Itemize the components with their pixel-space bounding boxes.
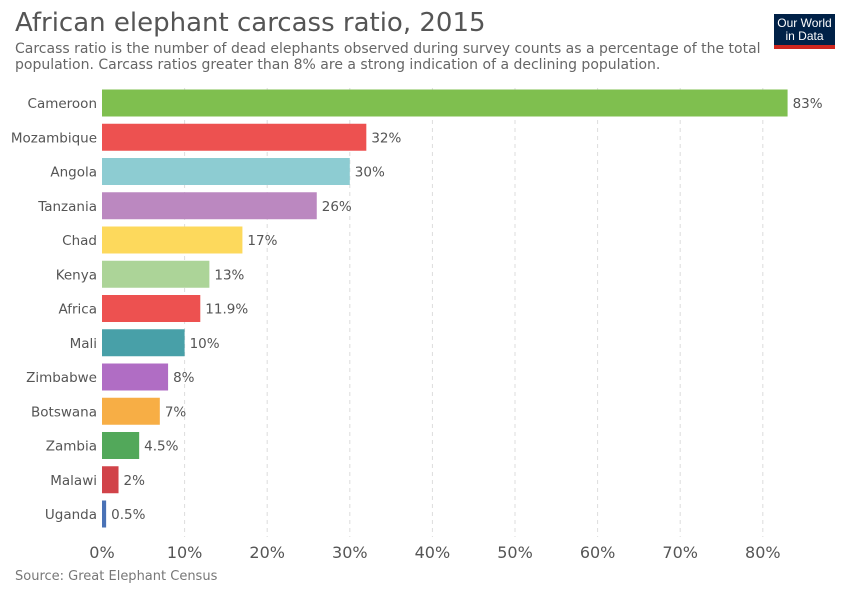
owid-logo[interactable]: Our World in Data — [774, 14, 835, 49]
category-label: Africa — [58, 302, 97, 318]
x-tick-label: 80% — [745, 543, 781, 562]
bar[interactable] — [102, 158, 350, 185]
category-label: Cameroon — [28, 96, 97, 112]
category-label: Uganda — [45, 507, 97, 523]
bar[interactable] — [102, 123, 367, 151]
category-label: Angola — [50, 165, 97, 181]
x-tick-label: 30% — [332, 543, 368, 562]
value-label: 11.9% — [205, 302, 248, 318]
value-label: 13% — [214, 267, 244, 283]
category-label: Tanzania — [37, 199, 97, 215]
bar[interactable] — [102, 260, 210, 288]
gridlines — [184, 88, 764, 537]
logo-line-1: Our World — [777, 16, 832, 30]
category-label: Botswana — [31, 404, 97, 420]
value-labels: 83% 32% 30% 26% 17% 13% 11.9% 10% 8% 7% 4.5% 2% 0.5% — [111, 96, 823, 523]
category-label: Kenya — [56, 267, 97, 283]
bar[interactable] — [102, 432, 140, 459]
bar[interactable] — [102, 226, 243, 254]
x-tick-label: 40% — [415, 543, 451, 562]
bar[interactable] — [102, 192, 317, 220]
bar[interactable] — [102, 89, 788, 117]
bar[interactable] — [102, 329, 185, 357]
value-label: 30% — [355, 165, 385, 181]
x-tick-labels: 0% 10% 20% 30% 40% 50% 60% 70% 80% — [89, 543, 780, 562]
logo-line-2: in Data — [785, 29, 824, 43]
chart-subtitle: Carcass ratio is the number of dead elep… — [15, 41, 761, 73]
bar[interactable] — [102, 363, 169, 391]
value-label: 8% — [173, 370, 195, 386]
value-label: 32% — [371, 130, 401, 146]
bars — [102, 89, 788, 528]
bar[interactable] — [102, 295, 201, 322]
value-label: 10% — [190, 336, 220, 352]
value-label: 83% — [793, 96, 823, 112]
bar[interactable] — [102, 397, 160, 425]
value-label: 0.5% — [111, 507, 145, 523]
x-tick-label: 50% — [497, 543, 533, 562]
category-label: Mozambique — [11, 130, 97, 146]
value-label: 7% — [165, 404, 187, 420]
chart-title: African elephant carcass ratio, 2015 — [15, 8, 486, 38]
bar[interactable] — [102, 466, 119, 494]
x-tick-label: 60% — [580, 543, 616, 562]
category-label: Zambia — [46, 439, 97, 455]
x-tick-label: 70% — [662, 543, 698, 562]
category-labels: Cameroon Mozambique Angola Tanzania Chad Keny… — [11, 96, 97, 523]
x-tick-label: 20% — [249, 543, 285, 562]
category-label: Chad — [62, 233, 97, 249]
x-tick-label: 10% — [167, 543, 203, 562]
category-label: Malawi — [50, 473, 97, 489]
value-label: 4.5% — [144, 439, 178, 455]
value-label: 17% — [247, 233, 277, 249]
value-label: 2% — [124, 473, 146, 489]
bar[interactable] — [102, 500, 107, 528]
source-note: Source: Great Elephant Census — [15, 569, 218, 584]
category-label: Mali — [70, 336, 97, 352]
value-label: 26% — [322, 199, 352, 215]
x-tick-label: 0% — [89, 543, 114, 562]
category-label: Zimbabwe — [26, 370, 97, 386]
